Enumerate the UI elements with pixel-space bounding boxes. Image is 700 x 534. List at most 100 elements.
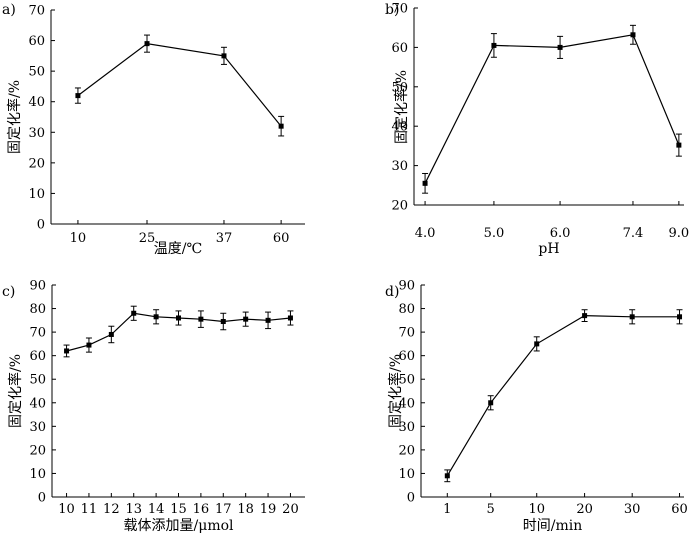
chart-d-ytick-label: 50 bbox=[398, 373, 415, 388]
chart-c-data-point bbox=[64, 348, 70, 354]
chart-a-panel-label: a) bbox=[2, 2, 16, 18]
chart-a-ytick-label: 60 bbox=[28, 34, 45, 49]
chart-b-xtick-label: 9.0 bbox=[669, 226, 690, 241]
chart-a-ytick-label: 20 bbox=[28, 156, 45, 171]
chart-a-xtick-label: 10 bbox=[70, 231, 87, 246]
chart-c-ytick-label: 30 bbox=[29, 420, 46, 435]
chart-b-ylabel: 固定化率/% bbox=[393, 70, 410, 144]
chart-d-data-point bbox=[677, 314, 683, 320]
chart-a-data-point bbox=[75, 93, 81, 99]
chart-d-xtick-label: 10 bbox=[528, 502, 545, 517]
chart-d-ytick-label: 90 bbox=[398, 279, 415, 294]
chart-c-panel-label: c) bbox=[2, 284, 15, 300]
chart-b-ytick-label: 60 bbox=[391, 41, 408, 56]
chart-c-ytick-label: 40 bbox=[29, 396, 46, 411]
chart-b-xtick-label: 6.0 bbox=[550, 226, 571, 241]
chart-d-series-line bbox=[446, 314, 680, 477]
chart-b-xtick-label: 5.0 bbox=[484, 226, 505, 241]
chart-c-xlabel: 载体添加量/μmol bbox=[124, 518, 235, 534]
chart-c-ytick-label: 20 bbox=[29, 443, 46, 458]
chart-d-xtick-label: 20 bbox=[576, 502, 593, 517]
chart-d-data-point bbox=[629, 314, 635, 320]
chart-b-series-line bbox=[424, 34, 680, 184]
chart-c-xtick-label: 10 bbox=[58, 502, 75, 517]
chart-d-xtick-label: 30 bbox=[624, 502, 641, 517]
chart-a-ylabel: 固定化率/% bbox=[6, 80, 23, 154]
chart-b-data-point bbox=[491, 42, 497, 48]
chart-b-ytick-label: 70 bbox=[391, 2, 408, 17]
chart-d-xlabel: 时间/min bbox=[523, 518, 583, 534]
chart-c-data-point bbox=[131, 310, 137, 316]
chart-b-ytick-label: 20 bbox=[391, 199, 408, 214]
chart-c-data-point bbox=[108, 331, 114, 337]
chart-c-ytick-label: 10 bbox=[29, 467, 46, 482]
chart-d-ytick-label: 80 bbox=[398, 302, 415, 317]
chart-c-ytick-label: 60 bbox=[29, 349, 46, 364]
chart-a-xtick-label: 37 bbox=[216, 231, 233, 246]
chart-a-data-point bbox=[278, 123, 284, 129]
chart-c-data-point bbox=[243, 316, 249, 322]
chart-b-ytick-label: 50 bbox=[391, 80, 408, 95]
chart-c-ytick-label: 70 bbox=[29, 326, 46, 341]
chart-c-data-point bbox=[86, 342, 92, 348]
chart-c-xtick-label: 13 bbox=[125, 502, 142, 517]
chart-d-ytick-label: 40 bbox=[398, 396, 415, 411]
chart-b-panel-label: b) bbox=[385, 2, 399, 18]
chart-a-ytick-label: 40 bbox=[28, 95, 45, 110]
chart-c-xtick-label: 16 bbox=[193, 502, 210, 517]
chart-c-data-point bbox=[198, 316, 204, 322]
chart-d-ytick-label: 0 bbox=[407, 491, 415, 506]
chart-d-data-point bbox=[444, 473, 450, 479]
chart-d-panel-label: d) bbox=[385, 284, 399, 300]
chart-c-xtick-label: 12 bbox=[103, 502, 120, 517]
chart-b-data-point bbox=[422, 180, 428, 186]
chart-d-xtick-label: 1 bbox=[443, 502, 451, 517]
chart-c-ytick-label: 80 bbox=[29, 302, 46, 317]
chart-d-data-point bbox=[534, 341, 540, 347]
chart-d-xtick-label: 5 bbox=[487, 502, 495, 517]
chart-d-ytick-label: 30 bbox=[398, 420, 415, 435]
chart-a-ytick-label: 10 bbox=[28, 187, 45, 202]
chart-b-data-point bbox=[630, 32, 636, 38]
chart-b-ytick-label: 40 bbox=[391, 120, 408, 135]
chart-a-ytick-label: 50 bbox=[28, 65, 45, 80]
chart-a-xlabel: 温度/℃ bbox=[154, 241, 202, 257]
chart-c-xtick-label: 19 bbox=[260, 502, 277, 517]
chart-d-xtick-label: 60 bbox=[671, 502, 688, 517]
chart-b-ytick-label: 30 bbox=[391, 159, 408, 174]
chart-c-ytick-label: 90 bbox=[29, 279, 46, 294]
chart-b-xtick-label: 7.4 bbox=[623, 226, 644, 241]
chart-c-ytick-label: 0 bbox=[38, 491, 46, 506]
chart-c-xtick-label: 20 bbox=[282, 502, 299, 517]
chart-d-ytick-label: 20 bbox=[398, 443, 415, 458]
chart-a-xtick-label: 60 bbox=[273, 231, 290, 246]
chart-c-xtick-label: 15 bbox=[170, 502, 187, 517]
chart-b-xtick-label: 4.0 bbox=[415, 226, 436, 241]
chart-d-ytick-label: 70 bbox=[398, 326, 415, 341]
chart-a-series-line bbox=[77, 42, 282, 127]
chart-a-ytick-label: 30 bbox=[28, 126, 45, 141]
chart-c-data-point bbox=[153, 314, 159, 320]
chart-c-ylabel: 固定化率/% bbox=[7, 354, 24, 428]
chart-d-data-point bbox=[488, 400, 494, 406]
chart-d-ytick-label: 10 bbox=[398, 467, 415, 482]
chart-a-xtick-label: 25 bbox=[139, 231, 156, 246]
chart-c-ytick-label: 50 bbox=[29, 373, 46, 388]
chart-d-ylabel: 固定化率/% bbox=[387, 354, 404, 428]
chart-d-data-point bbox=[582, 313, 588, 319]
chart-c-data-point bbox=[176, 315, 181, 321]
chart-c-data-point bbox=[287, 315, 293, 321]
chart-c-data-point bbox=[220, 319, 226, 325]
chart-b-data-point bbox=[676, 142, 682, 148]
chart-b-data-point bbox=[557, 44, 563, 50]
chart-c-xtick-label: 11 bbox=[81, 502, 98, 517]
chart-a-ytick-label: 0 bbox=[37, 218, 45, 233]
chart-a-ytick-label: 70 bbox=[28, 4, 45, 19]
chart-b-xlabel: pH bbox=[538, 241, 559, 257]
chart-c-data-point bbox=[265, 317, 271, 323]
chart-c-xtick-label: 18 bbox=[237, 502, 254, 517]
chart-a-data-point bbox=[144, 41, 150, 47]
chart-a-data-point bbox=[221, 53, 227, 59]
chart-d-ytick-label: 60 bbox=[398, 349, 415, 364]
